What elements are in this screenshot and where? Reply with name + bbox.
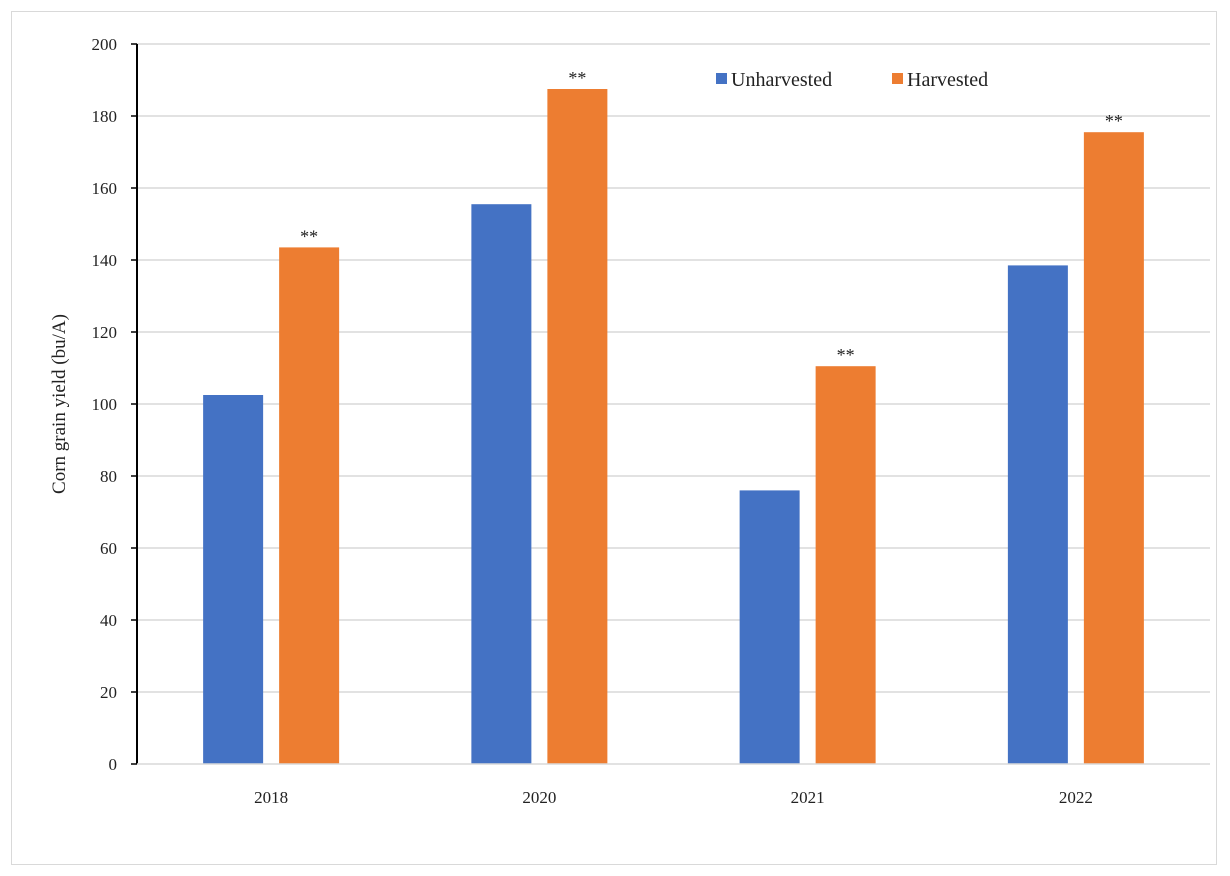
y-tick-label: 120 (92, 323, 118, 342)
legend-swatch-harvested (892, 73, 903, 84)
bar-unharvested-2018 (203, 395, 264, 764)
x-tick-label: 2022 (1059, 788, 1093, 807)
significance-label: ** (300, 226, 318, 246)
bars (203, 89, 1144, 764)
y-tick-label: 180 (92, 107, 118, 126)
bar-harvested-2020 (547, 89, 608, 764)
legend-label-harvested: Harvested (907, 69, 988, 91)
significance-label: ** (568, 68, 586, 88)
bar-harvested-2018 (279, 247, 340, 764)
x-tick-labels: 2018 2020 2021 2022 (254, 788, 1093, 807)
significance-label: ** (1105, 111, 1123, 131)
x-tick-label: 2018 (254, 788, 288, 807)
significance-label: ** (837, 345, 855, 365)
x-tick-label: 2020 (522, 788, 556, 807)
bar-unharvested-2022 (1007, 265, 1068, 764)
y-tick-label: 80 (100, 467, 117, 486)
y-tick-label: 0 (109, 755, 118, 774)
y-tick-label: 200 (92, 35, 118, 54)
y-tick-label: 60 (100, 539, 117, 558)
y-tick-labels: 0 20 40 60 80 100 120 140 160 180 200 (92, 35, 137, 774)
y-axis-label: Corn grain yield (bu/A) (49, 314, 70, 494)
y-tick-label: 160 (92, 179, 118, 198)
bar-unharvested-2020 (471, 204, 532, 764)
x-tick-label: 2021 (791, 788, 825, 807)
legend-label-unharvested: Unharvested (731, 69, 832, 91)
bar-harvested-2021 (815, 366, 876, 764)
y-tick-label: 20 (100, 683, 117, 702)
bar-unharvested-2021 (739, 490, 800, 764)
y-tick-label: 100 (92, 395, 118, 414)
legend: Unharvested Harvested (716, 69, 988, 91)
y-tick-label: 40 (100, 611, 117, 630)
bar-harvested-2022 (1083, 132, 1144, 764)
data-labels: ** ** ** ** (300, 68, 1123, 365)
legend-swatch-unharvested (716, 73, 727, 84)
y-tick-label: 140 (92, 251, 118, 270)
